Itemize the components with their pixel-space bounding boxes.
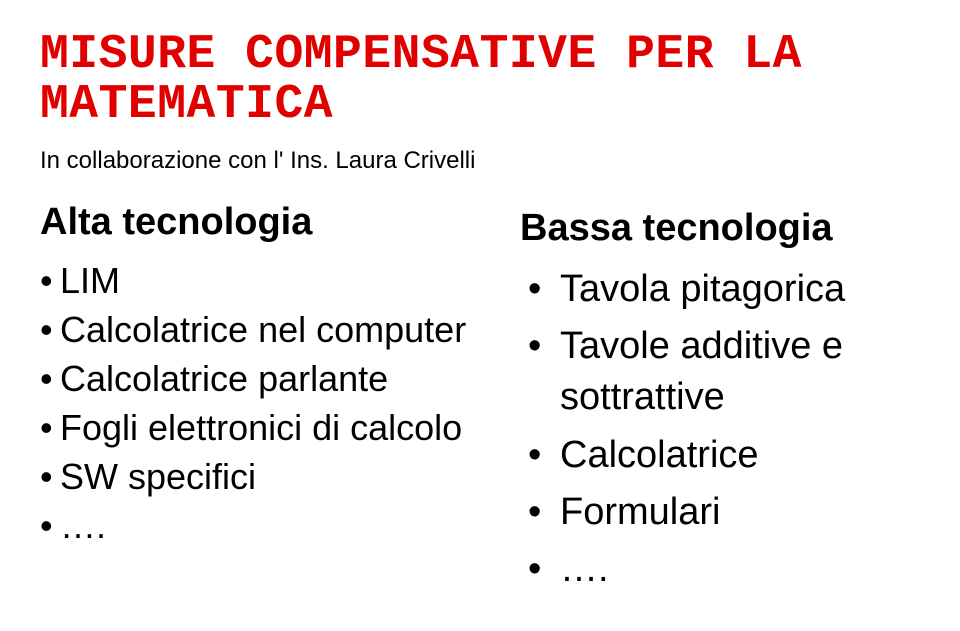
heading-left: Alta tecnologia xyxy=(40,201,480,244)
list-item: Calcolatrice nel computer xyxy=(40,307,480,352)
right-list: Tavola pitagorica Tavole additive e sott… xyxy=(520,264,920,596)
heading-right: Bassa tecnologia xyxy=(520,207,920,250)
subtitle: In collaborazione con l' Ins. Laura Criv… xyxy=(40,147,920,175)
left-list: LIM Calcolatrice nel computer Calcolatri… xyxy=(40,258,480,548)
list-item: …. xyxy=(520,544,920,595)
list-item: …. xyxy=(40,503,480,548)
list-item: Calcolatrice xyxy=(520,430,920,481)
list-item: Calcolatrice parlante xyxy=(40,356,480,401)
list-item: LIM xyxy=(40,258,480,303)
list-item: Formulari xyxy=(520,487,920,538)
col-right: Bassa tecnologia Tavola pitagorica Tavol… xyxy=(520,201,920,602)
list-item: Tavole additive e sottrattive xyxy=(520,321,920,424)
list-item: Fogli elettronici di calcolo xyxy=(40,405,480,450)
col-left: Alta tecnologia LIM Calcolatrice nel com… xyxy=(40,201,480,602)
page-title: MISURE COMPENSATIVE PER LA MATEMATICA xyxy=(40,30,920,131)
list-item: Tavola pitagorica xyxy=(520,264,920,315)
list-item: SW specifici xyxy=(40,454,480,499)
columns: Alta tecnologia LIM Calcolatrice nel com… xyxy=(40,201,920,602)
